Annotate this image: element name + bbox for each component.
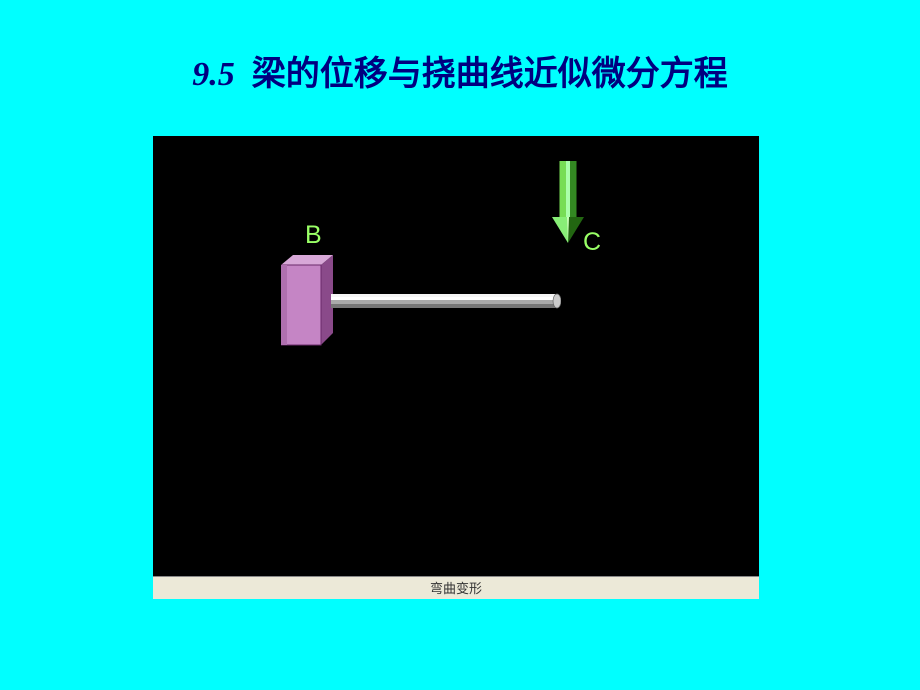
figure-container: B C [153, 136, 759, 599]
title-text: 梁的位移与挠曲线近似微分方程 [252, 56, 728, 93]
section-number: 9.5 [192, 56, 235, 93]
label-b: B [305, 221, 322, 250]
slide-title: 9.5 梁的位移与挠曲线近似微分方程 [0, 46, 920, 95]
label-c: C [583, 228, 601, 257]
cantilever-beam-icon [331, 293, 561, 309]
diagram-area: B C [153, 136, 759, 576]
force-arrow-icon [551, 161, 585, 248]
fixed-support-icon [281, 255, 335, 349]
figure-caption: 弯曲变形 [153, 576, 759, 599]
